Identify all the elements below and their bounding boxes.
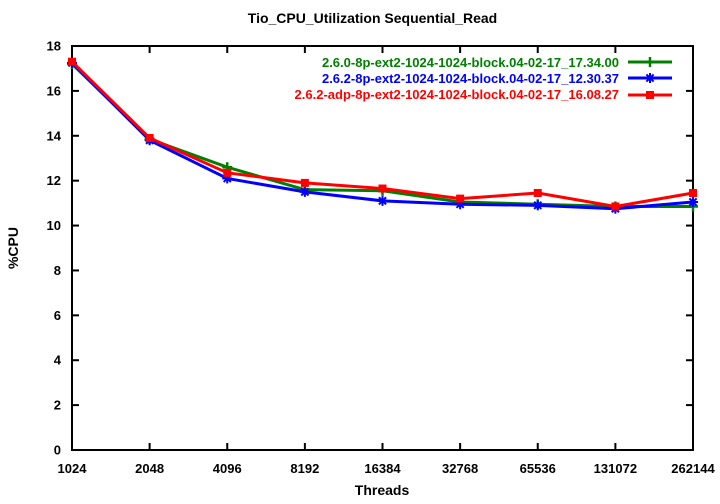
legend-label: 2.6.2-adp-8p-ext2-1024-1024-block.04-02-…: [294, 87, 619, 103]
legend-sample: [628, 90, 672, 99]
legend: 2.6.0-8p-ext2-1024-1024-block.04-02-17_1…: [295, 54, 673, 103]
x-tick-label: 32768: [442, 461, 478, 476]
chart-title: Tio_CPU_Utilization Sequential_Read: [247, 10, 498, 26]
legend-item: 2.6.2-8p-ext2-1024-1024-block.04-02-17_1…: [322, 70, 673, 86]
y-tick-label: 8: [54, 263, 61, 278]
marker-square: [223, 168, 232, 177]
y-tick-label: 16: [47, 83, 61, 98]
marker-square: [145, 134, 154, 143]
marker-square: [378, 184, 387, 193]
plot-border: [71, 45, 694, 451]
marker-asterisk: [300, 187, 310, 197]
x-tick-label: 2048: [135, 461, 164, 476]
marker-square: [68, 57, 76, 66]
y-tick-label: 4: [54, 353, 62, 368]
legend-label: 2.6.0-8p-ext2-1024-1024-block.04-02-17_1…: [321, 54, 619, 70]
x-tick-label: 131072: [594, 461, 637, 476]
legend-item: 2.6.0-8p-ext2-1024-1024-block.04-02-17_1…: [322, 54, 673, 70]
x-tick-label: 1024: [58, 461, 88, 476]
x-tick-label: 65536: [520, 461, 556, 476]
marker-square: [689, 189, 697, 198]
y-axis-label: %CPU: [5, 227, 21, 270]
legend-sample: [628, 57, 672, 68]
marker-asterisk: [645, 74, 655, 83]
x-tick-label: 262144: [671, 461, 715, 476]
series-2.6.2-adp-8p-ext2-1024-1024-block.04-02-17_16.08.27: [68, 57, 697, 211]
marker-asterisk: [378, 196, 387, 206]
y-tick-label: 0: [54, 443, 61, 458]
marker-square: [300, 178, 309, 187]
y-tick-label: 12: [47, 173, 61, 188]
marker-asterisk: [688, 197, 698, 207]
legend-label: 2.6.2-8p-ext2-1024-1024-block.04-02-17_1…: [321, 70, 619, 86]
y-tick-label: 2: [54, 398, 61, 413]
legend-item: 2.6.2-adp-8p-ext2-1024-1024-block.04-02-…: [295, 87, 673, 103]
marker-square: [456, 194, 465, 203]
marker-square: [533, 189, 542, 198]
marker-square: [611, 202, 620, 211]
y-tick-label: 14: [47, 128, 62, 143]
y-tick-label: 10: [47, 218, 61, 233]
y-tick-label: 6: [54, 308, 61, 323]
legend-sample: [628, 73, 672, 84]
x-axis-label: Threads: [354, 482, 410, 498]
x-tick-label: 8192: [290, 461, 319, 476]
marker-square: [646, 90, 654, 99]
marker-asterisk: [533, 201, 543, 210]
y-tick-label: 18: [47, 39, 61, 54]
x-tick-label: 16384: [364, 461, 401, 476]
x-tick-label: 4096: [213, 461, 242, 476]
